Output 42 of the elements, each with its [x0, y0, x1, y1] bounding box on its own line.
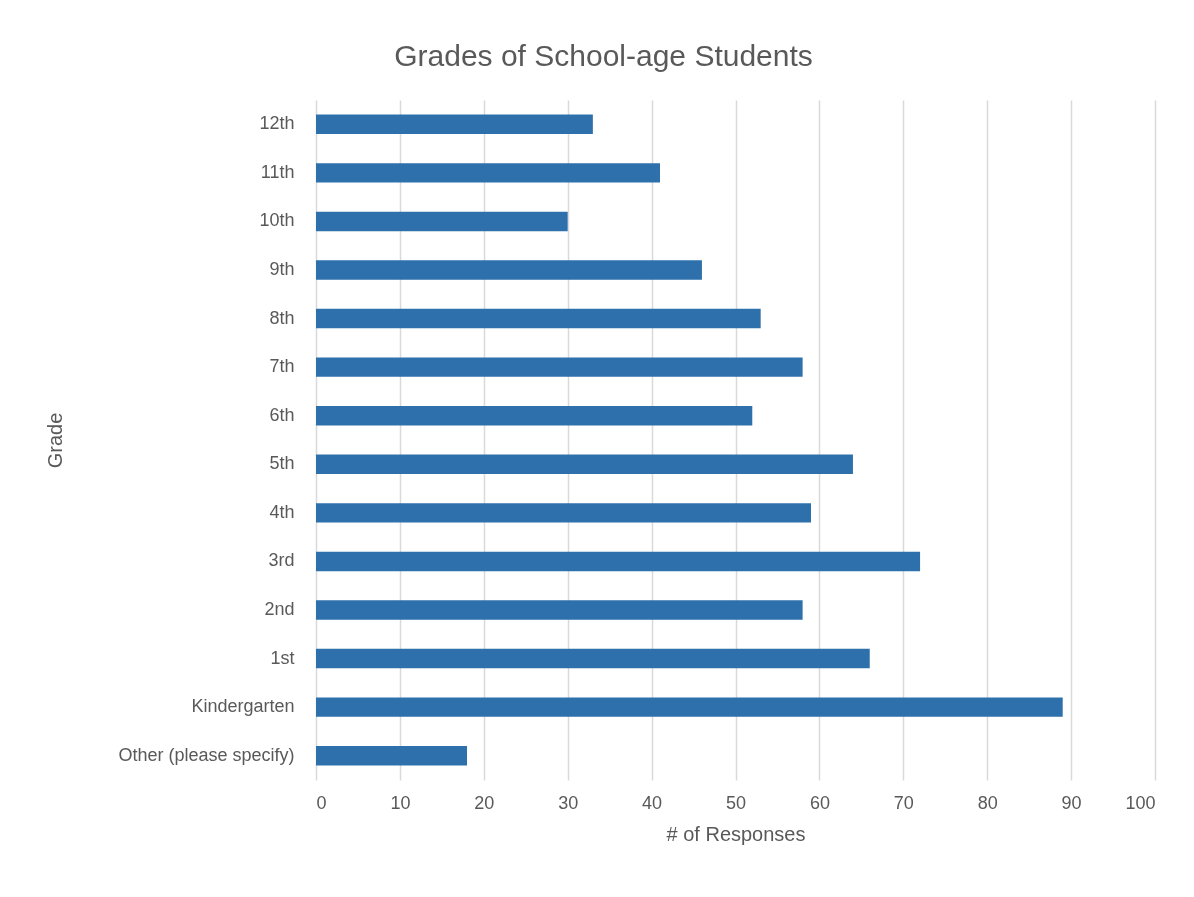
x-tick-label: 70: [893, 792, 914, 813]
y-tick-label: 11th: [260, 161, 295, 182]
y-tick-label: 4th: [269, 501, 295, 522]
bar: [316, 308, 761, 329]
bar: [316, 503, 812, 523]
y-tick-label: 10th: [259, 210, 295, 231]
x-tick-label: 20: [474, 792, 495, 813]
bar: [316, 454, 853, 474]
y-tick-label: 7th: [269, 356, 295, 377]
bar: [316, 260, 702, 280]
y-tick-label: 9th: [269, 259, 295, 279]
y-tick-label: Other (please specify): [118, 744, 295, 765]
y-axis-title: Grade: [44, 412, 67, 469]
bar: [316, 746, 468, 766]
bar: [316, 114, 593, 134]
bar: [316, 697, 1063, 717]
y-tick-label: 1st: [270, 647, 295, 668]
x-tick-label: 40: [642, 792, 663, 813]
y-tick-label: 2nd: [264, 599, 295, 619]
x-axis-title: # of Responses: [666, 822, 806, 845]
x-tick-label: 10: [390, 792, 411, 813]
bar: [316, 406, 753, 426]
x-tick-label: 30: [558, 792, 579, 813]
y-tick-label: Kindergarten: [191, 696, 295, 717]
y-tick-label: 6th: [269, 404, 295, 425]
bar: [316, 551, 921, 572]
x-tick-label: 90: [1061, 792, 1082, 813]
x-tick-label: 60: [809, 792, 830, 813]
y-tick-label: 8th: [269, 307, 295, 328]
y-tick-label: 3rd: [268, 550, 295, 571]
y-tick-label: 5th: [269, 453, 295, 474]
x-tick-label: 50: [725, 792, 747, 813]
bar: [316, 648, 870, 669]
x-tick-label: 100: [1125, 792, 1156, 813]
x-tick-label: 0: [316, 792, 327, 813]
y-tick-label: 12th: [259, 113, 295, 134]
bar: [316, 163, 660, 183]
chart-title: Grades of School-age Students: [394, 39, 813, 72]
bar: [316, 600, 803, 620]
bar: [316, 211, 568, 232]
x-tick-label: 80: [977, 792, 998, 813]
bar: [316, 357, 803, 377]
